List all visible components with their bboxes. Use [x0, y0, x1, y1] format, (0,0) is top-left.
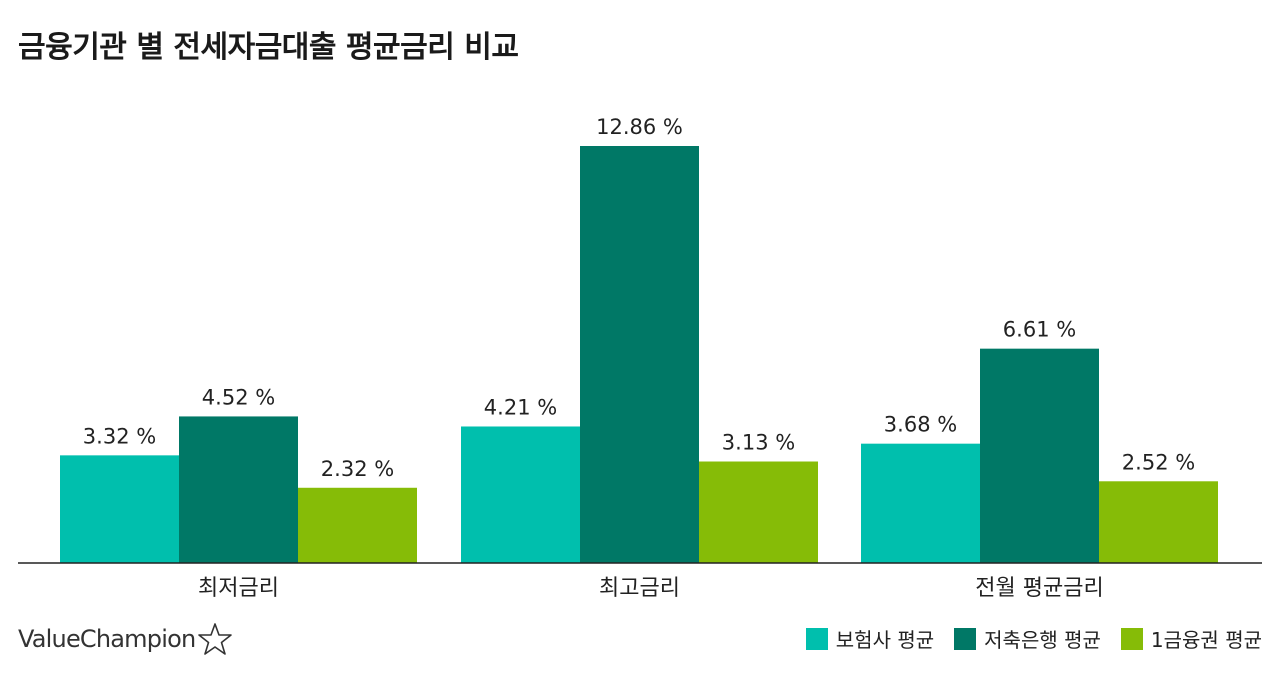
chart-title: 금융기관 별 전세자금대출 평균금리 비교: [18, 30, 519, 65]
bar-3-3: [1099, 481, 1218, 563]
bar-3-2: [980, 348, 1099, 563]
category-label-3: 전월 평균금리: [975, 576, 1103, 601]
value-label-2-2: 12.86 %: [596, 115, 683, 139]
legend-swatch-1: [805, 627, 828, 650]
bar-2-1: [461, 426, 580, 563]
legend-item-2: 저축은행 평균: [954, 624, 1101, 653]
bars-group: [60, 146, 1218, 563]
value-label-1-3: 2.32 %: [321, 457, 394, 481]
value-label-2-1: 4.21 %: [484, 395, 557, 419]
value-label-3-3: 2.52 %: [1122, 450, 1195, 474]
legend-label-3: 1금융권 평균: [1150, 628, 1262, 652]
legend-label-1: 보험사 평균: [835, 628, 935, 652]
category-label-1: 최저금리: [198, 576, 279, 601]
category-labels-group: 최저금리 최고금리 전월 평균금리: [198, 576, 1104, 601]
legend-swatch-3: [1120, 627, 1143, 650]
brand-logo: ValueChampion: [18, 622, 233, 656]
legend-swatch-2: [954, 627, 977, 650]
value-label-1-2: 4.52 %: [202, 385, 275, 409]
bar-2-2: [580, 146, 699, 563]
bar-2-3: [699, 461, 818, 563]
bar-3-1: [861, 443, 980, 563]
brand-name: ValueChampion: [18, 625, 196, 653]
bar-1-2: [179, 416, 298, 563]
value-label-1-1: 3.32 %: [83, 424, 156, 448]
value-label-3-2: 6.61 %: [1003, 318, 1076, 342]
legend: 보험사 평균 저축은행 평균 1금융권 평균: [786, 624, 1262, 653]
value-label-3-1: 3.68 %: [884, 413, 957, 437]
value-label-2-3: 3.13 %: [722, 431, 795, 455]
bar-1-1: [60, 455, 179, 563]
bar-chart: 3.32 % 4.52 % 2.32 % 4.21 % 12.86 % 3.13 % 3.6…: [18, 115, 1262, 601]
legend-item-1: 보험사 평균: [805, 624, 935, 653]
legend-item-3: 1금융권 평균: [1120, 624, 1262, 653]
category-label-2: 최고금리: [599, 576, 680, 601]
star-icon: [198, 623, 233, 655]
bar-1-3: [298, 487, 417, 563]
legend-label-2: 저축은행 평균: [984, 628, 1101, 652]
value-labels-group: 3.32 % 4.52 % 2.32 % 4.21 % 12.86 % 3.13 % 3.6…: [83, 115, 1195, 481]
